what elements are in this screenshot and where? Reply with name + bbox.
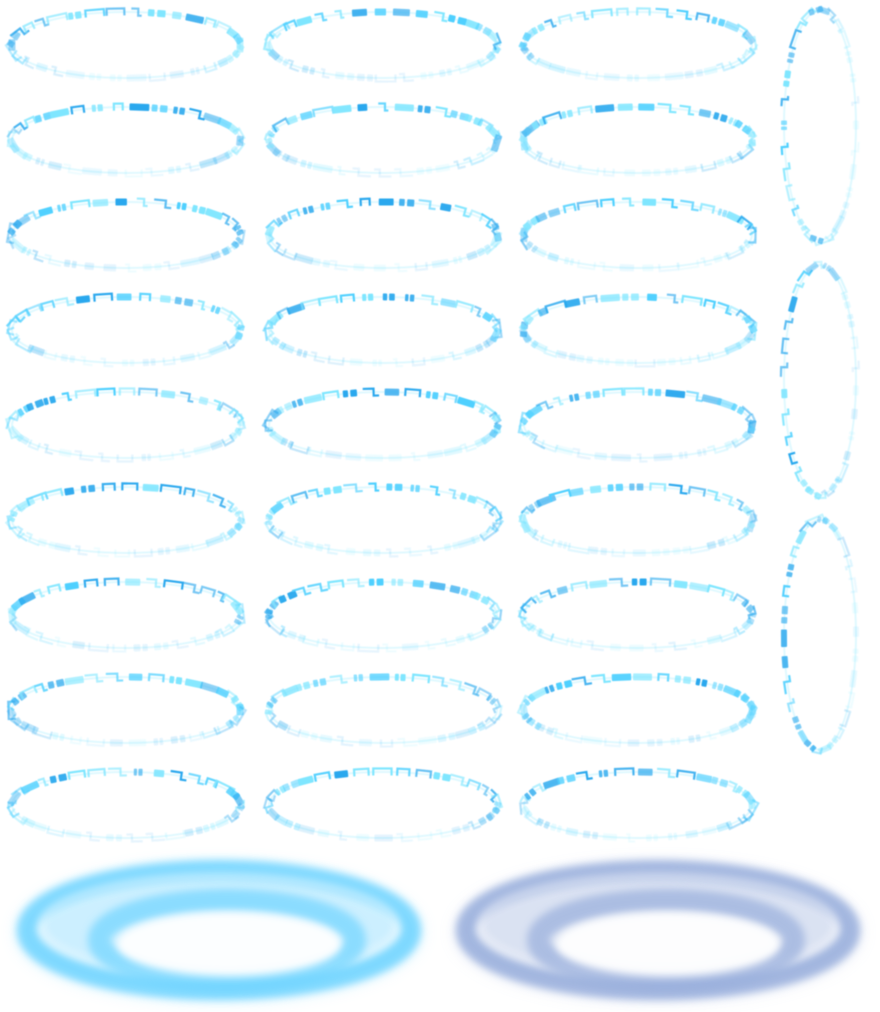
rune-ring-icon — [4, 387, 247, 463]
rune-ring-icon — [264, 197, 503, 273]
rune-ring-icon — [263, 482, 505, 558]
rune-ring-icon — [519, 767, 760, 843]
cyan-glow-disc — [17, 860, 421, 1000]
rune-ring-icon — [517, 577, 757, 653]
rune-ring-icon — [6, 767, 246, 843]
rune-ring-icon — [263, 102, 503, 178]
rune-ring-icon — [261, 387, 502, 462]
rune-ring-icon — [518, 293, 758, 368]
rune-ring-icon — [7, 577, 246, 653]
rune-ring-icon — [264, 673, 503, 748]
rune-ring-vertical-icon — [779, 260, 860, 500]
glow-disc-row — [17, 860, 860, 1000]
steel-glow-disc — [456, 860, 860, 1000]
rune-ring-icon — [6, 672, 248, 748]
rune-ring-icon — [4, 7, 245, 82]
rune-ring-icon — [518, 197, 758, 273]
ring-frames-grid — [4, 7, 760, 843]
rune-ring-icon — [518, 7, 759, 82]
rune-ring-icon — [518, 102, 758, 177]
rune-ring-icon — [5, 197, 246, 273]
rune-ring-icon — [6, 102, 246, 178]
rune-ring-icon — [517, 387, 757, 463]
rune-ring-icon — [262, 293, 503, 368]
rune-ring-icon — [5, 292, 245, 368]
rune-ring-icon — [264, 578, 503, 653]
rune-ring-vertical-icon — [780, 5, 860, 247]
rune-ring-icon — [262, 767, 504, 843]
rune-ring-icon — [518, 482, 758, 558]
rune-ring-icon — [4, 482, 246, 558]
rune-ring-vertical-icon — [780, 513, 860, 755]
vertical-ring-frames — [779, 5, 860, 755]
rune-ring-icon — [516, 672, 758, 748]
rune-ring-icon — [262, 8, 502, 83]
